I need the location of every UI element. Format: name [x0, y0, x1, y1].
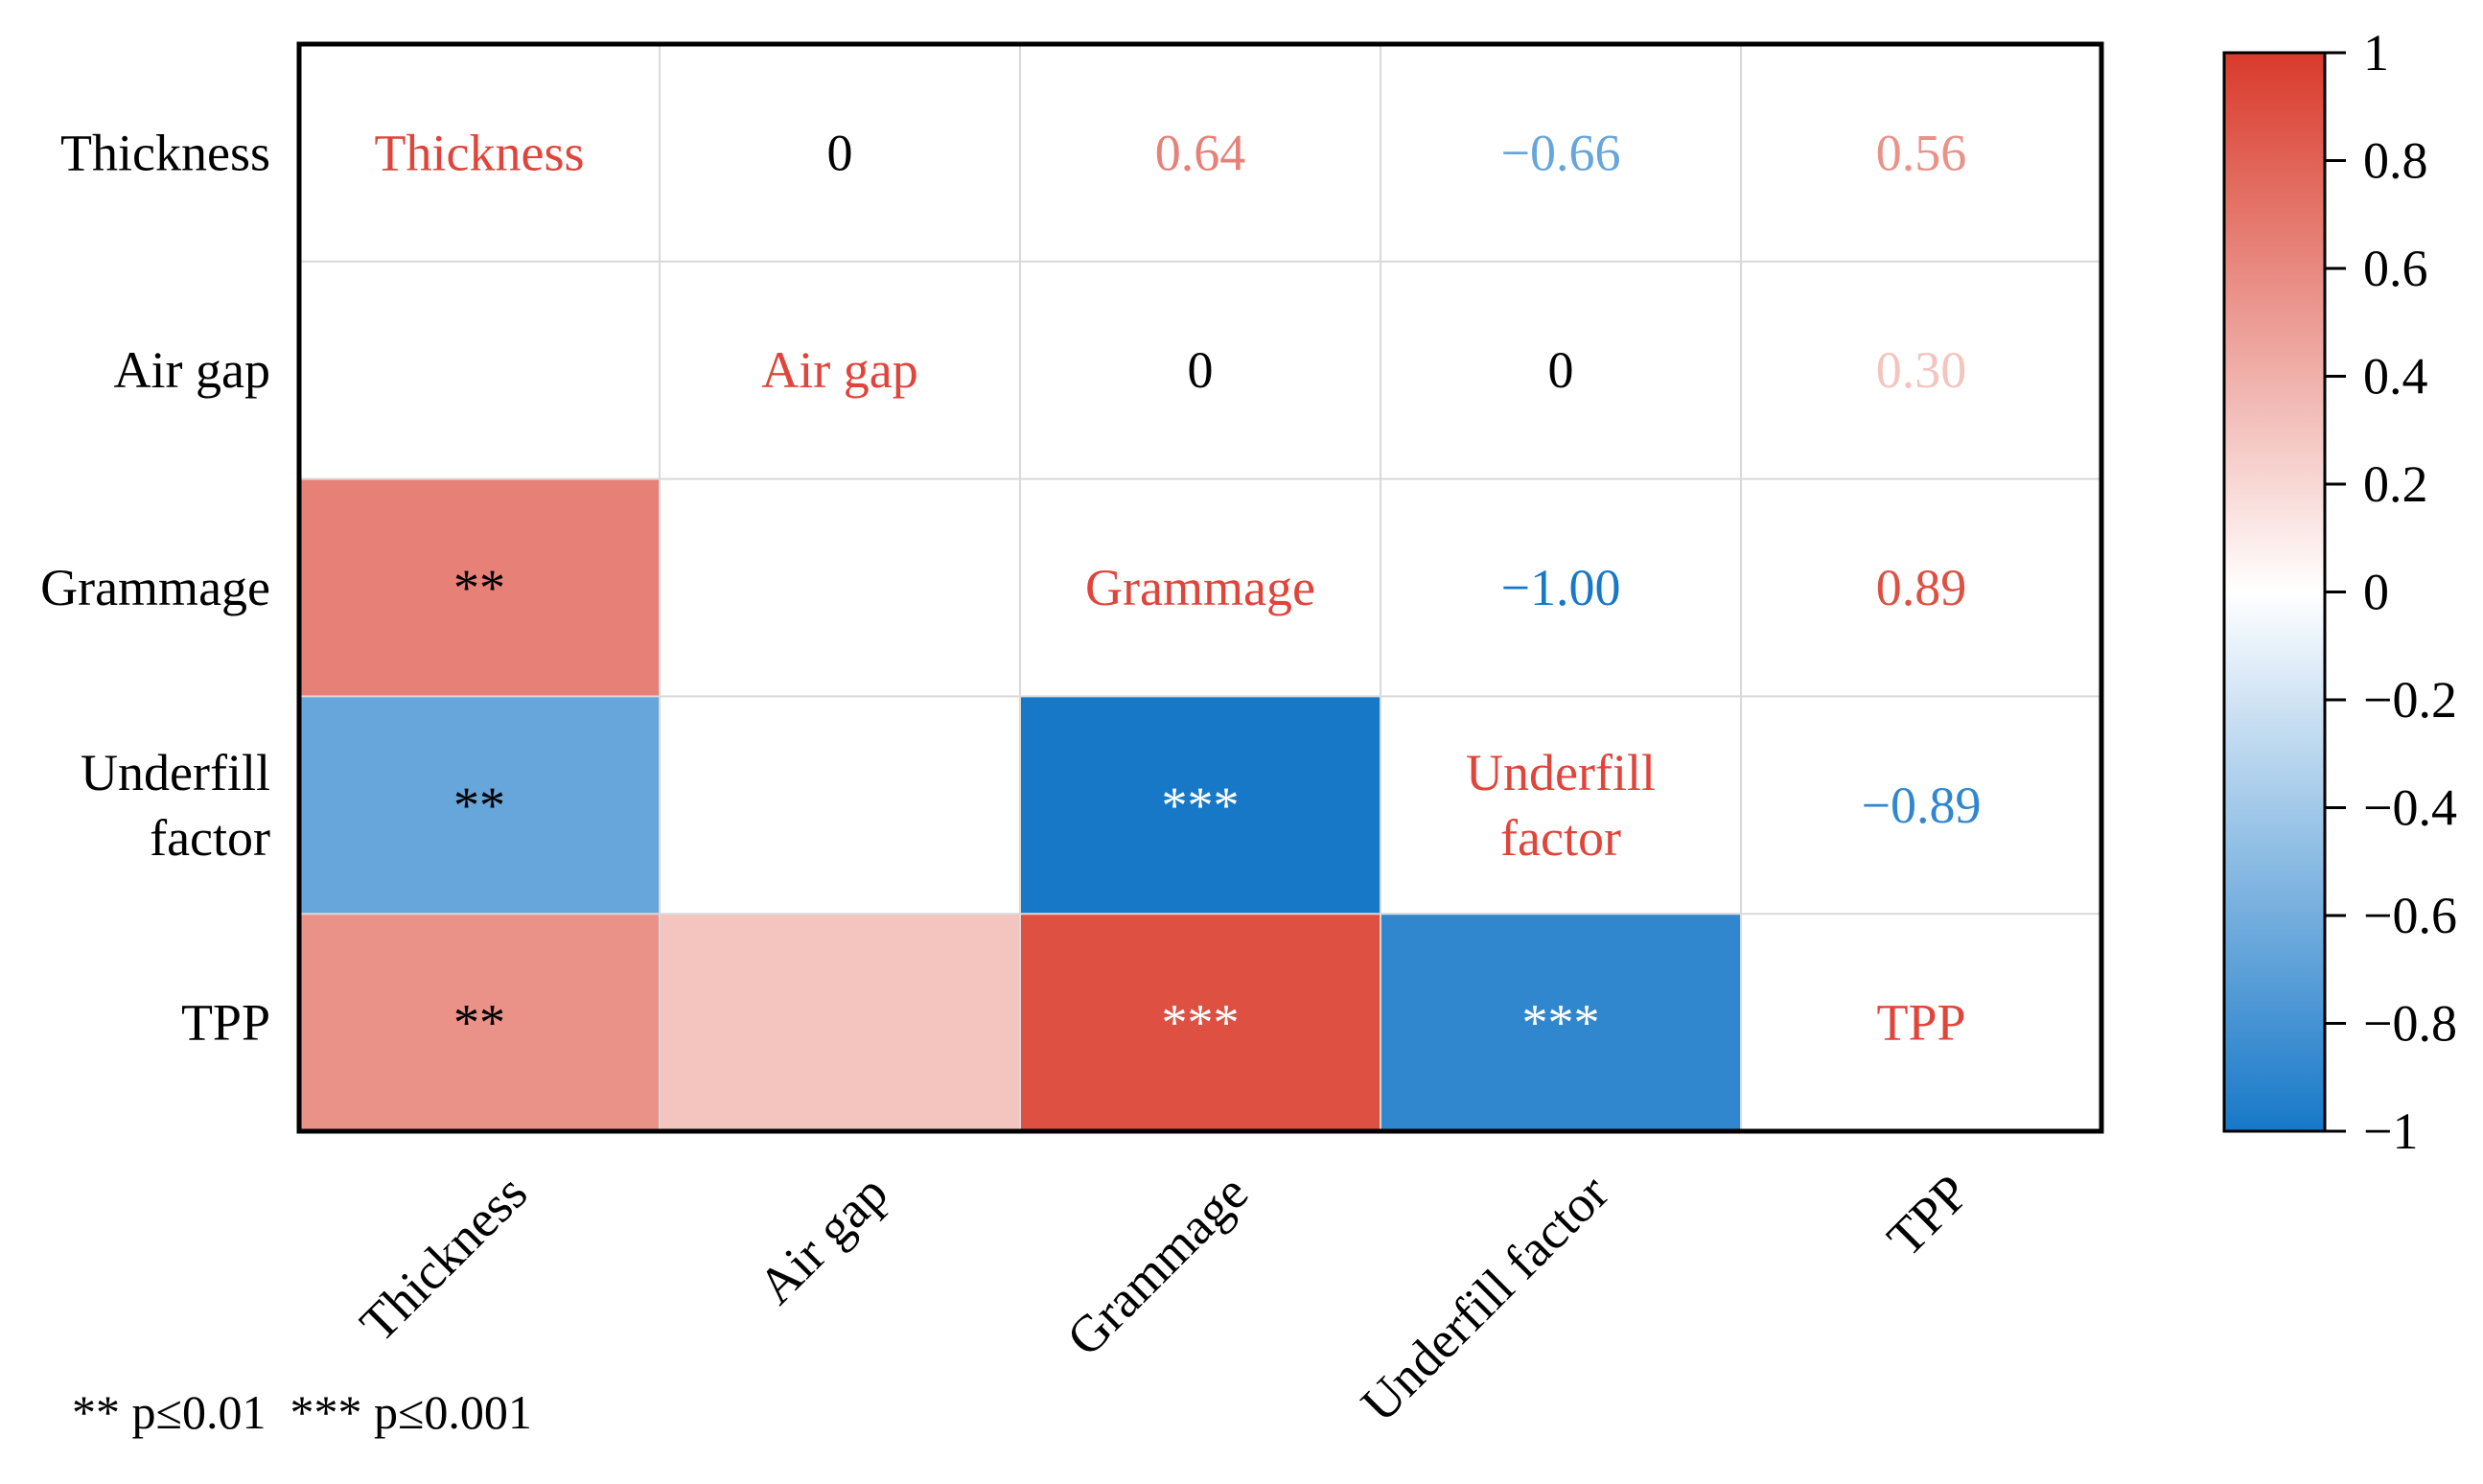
significance-footnote: ** p≤0.01 *** p≤0.001 [72, 1385, 532, 1439]
coefficient-label-thickness-underfill-factor: −0.66 [1501, 124, 1621, 181]
significance-marker-tpp-grammage: *** [1162, 994, 1240, 1052]
plot-frame [296, 41, 2104, 1134]
heatmap-cell-grammage-air-gap [660, 478, 1021, 697]
coefficient-label-grammage-tpp: 0.89 [1876, 559, 1967, 616]
colorbar-ticks: 1 0.8 0.6 0.4 0.2 0 −0.2 −0.4 −0.6 −0.8 −1 [2325, 24, 2457, 1160]
colorbar-tick-label: 0 [2363, 564, 2389, 621]
heatmap-cell-grammage-thickness [299, 478, 661, 697]
significance-marker-tpp-underfill-factor: *** [1522, 994, 1600, 1052]
coefficient-label-air-gap-underfill-factor: 0 [1548, 341, 1574, 399]
diagonal-label-underfill-factor: Underfill factor [1466, 744, 1656, 867]
column-label-underfill-factor: Underfill factor [1350, 1164, 1619, 1433]
colorbar: 1 0.8 0.6 0.4 0.2 0 −0.2 −0.4 −0.6 −0.8 −1 [2222, 24, 2457, 1160]
coefficient-label-underfill-factor-tpp: −0.89 [1862, 777, 1982, 834]
column-label-thickness: Thickness [349, 1164, 538, 1353]
colorbar-tick-label: −0.8 [2363, 995, 2457, 1053]
row-label-underfill-factor: Underfill factor [81, 744, 270, 867]
coefficient-label-thickness-grammage: 0.64 [1155, 124, 1246, 181]
heatmap-cell-underfill-factor-thickness [299, 696, 661, 915]
heatmap-cell-tpp-air-gap [660, 914, 1021, 1132]
row-label-grammage: Grammage [40, 559, 270, 616]
column-label-grammage: Grammage [1056, 1164, 1259, 1367]
coefficient-label-air-gap-tpp: 0.30 [1876, 341, 1967, 399]
heatmap-grid [299, 44, 2101, 1131]
heatmap-cell-tpp-underfill-factor [1381, 914, 1742, 1132]
coefficient-label-thickness-tpp: 0.56 [1876, 124, 1967, 181]
colorbar-tick-label: −0.4 [2363, 779, 2457, 837]
colorbar-tick-label: −0.2 [2363, 671, 2457, 729]
row-label-thickness: Thickness [60, 124, 270, 181]
colorbar-tick-label: 0.2 [2363, 455, 2428, 513]
heatmap-cell-underfill-factor-air-gap [660, 696, 1021, 915]
column-label-tpp: TPP [1876, 1164, 1980, 1267]
row-label-tpp: TPP [181, 994, 270, 1052]
heatmap-cell-labels: Thickness 0 0.64 −0.66 0.56 Air gap 0 0 0.30 ** Gr… [375, 124, 1982, 1051]
heatmap-cell-air-gap-thickness [299, 261, 661, 480]
significance-marker-underfill-factor-thickness: ** [453, 777, 505, 834]
diagonal-label-thickness: Thickness [375, 124, 585, 181]
colorbar-tick-label: −1 [2363, 1102, 2418, 1160]
row-labels: Thickness Air gap Grammage Underfill factor T… [40, 124, 270, 1051]
coefficient-label-grammage-underfill-factor: −1.00 [1501, 559, 1621, 616]
heatmap-cell-tpp-thickness [299, 914, 661, 1132]
diagonal-label-grammage: Grammage [1085, 559, 1315, 616]
colorbar-gradient [2222, 51, 2327, 1133]
coefficient-label-thickness-air-gap: 0 [827, 124, 853, 181]
diagonal-label-air-gap: Air gap [761, 341, 917, 399]
colorbar-tick-label: 0.6 [2363, 240, 2428, 297]
significance-marker-underfill-factor-grammage: *** [1162, 777, 1240, 834]
diagonal-label-tpp: TPP [1876, 994, 1965, 1052]
column-labels: Thickness Air gap Grammage Underfill factor… [349, 1164, 1980, 1433]
heatmap-cells [299, 261, 1742, 1132]
colorbar-tick-label: 0.8 [2363, 132, 2428, 190]
significance-marker-grammage-thickness: ** [453, 559, 505, 616]
colorbar-tick-label: −0.6 [2363, 887, 2457, 944]
heatmap-cell-underfill-factor-grammage [1020, 696, 1381, 915]
significance-marker-tpp-thickness: ** [453, 994, 505, 1052]
heatmap-cell-tpp-grammage [1020, 914, 1381, 1132]
row-label-air-gap: Air gap [114, 341, 270, 399]
column-label-air-gap: Air gap [747, 1164, 898, 1315]
colorbar-tick-label: 1 [2363, 24, 2389, 81]
coefficient-label-air-gap-grammage: 0 [1188, 341, 1214, 399]
colorbar-tick-label: 0.4 [2363, 348, 2428, 406]
